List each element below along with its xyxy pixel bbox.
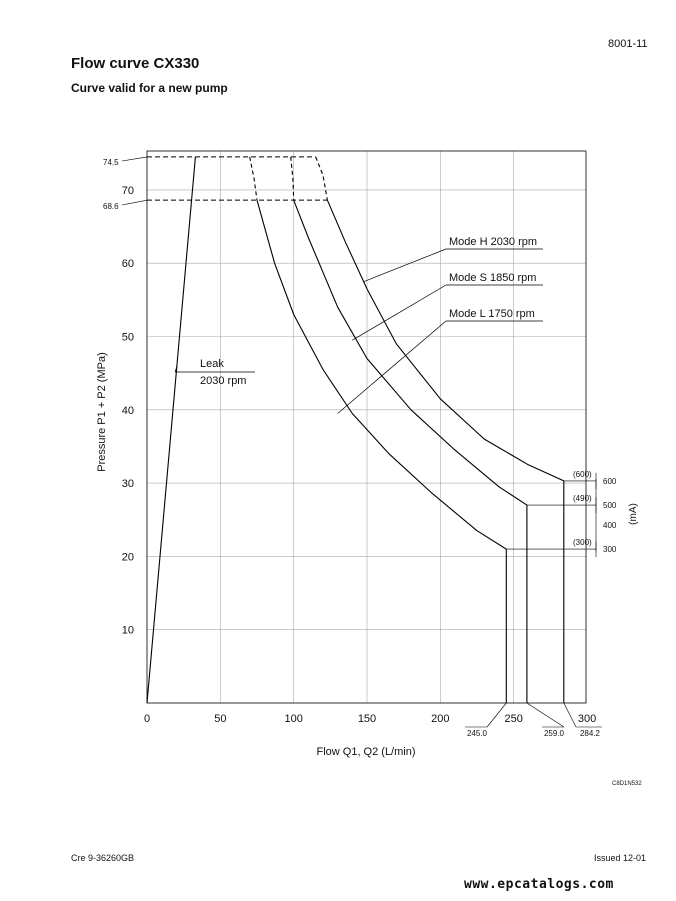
y-tick-label: 10: [122, 625, 134, 637]
y-tick-label: 50: [122, 332, 134, 344]
x-tick-label: 200: [431, 713, 449, 725]
flow-marker-label: 245.0: [467, 729, 488, 738]
current-marker-label: (600): [573, 470, 592, 479]
pressure-level-label: 74.5: [103, 158, 119, 167]
y-tick-label: 70: [122, 185, 134, 197]
series-label: Mode L 1750 rpm: [449, 308, 535, 320]
document-code: Cre 9-36260GB: [71, 853, 135, 863]
flow-marker-label: 284.2: [580, 729, 601, 738]
x-tick-label: 300: [578, 713, 596, 725]
flow-marker-label: 259.0: [544, 729, 565, 738]
series-dashed-extension: [315, 156, 328, 201]
y-tick-label: 60: [122, 258, 134, 270]
plot-frame: [146, 150, 587, 704]
series-label-leader: [337, 320, 447, 414]
series-label: 2030 rpm: [200, 375, 246, 387]
y-tick-label: 30: [122, 478, 134, 490]
current-marker-label: (300): [573, 538, 592, 547]
series-line-2: [326, 199, 565, 703]
current-scale-label: 300: [603, 545, 617, 554]
current-scale-label: 500: [603, 501, 617, 510]
figure-code: C8D1N532: [612, 781, 642, 787]
series-label-leader: [363, 248, 447, 282]
right-axis-label: (mA): [628, 503, 639, 525]
current-marker-label: (490): [573, 494, 592, 503]
series-label-leader: [174, 365, 178, 373]
x-tick-label: 50: [214, 713, 226, 725]
x-tick-label: 150: [358, 713, 376, 725]
series-label: Leak: [200, 358, 224, 370]
page-number: 8001-11: [608, 38, 648, 50]
series-dashed-extension: [290, 156, 295, 201]
pressure-level-label: 68.6: [103, 202, 119, 211]
current-scale-label: 600: [603, 477, 617, 486]
x-tick-label: 250: [504, 713, 522, 725]
y-axis-label: Pressure P1 + P2 (MPa): [96, 352, 108, 472]
page-subtitle: Curve valid for a new pump: [71, 81, 228, 95]
flow-marker-leader: [563, 702, 577, 728]
issue-date: Issued 12-01: [594, 853, 647, 863]
y-tick-label: 20: [122, 551, 134, 563]
series-line-1: [146, 156, 196, 704]
series-label: Mode S 1850 rpm: [449, 272, 536, 284]
x-tick-label: 0: [144, 713, 150, 725]
series-dashed-extension: [249, 156, 258, 201]
pressure-level-leader: [121, 156, 148, 162]
series-line-3: [293, 199, 528, 703]
pressure-level-leader: [121, 199, 148, 206]
x-tick-label: 100: [284, 713, 302, 725]
page-title: Flow curve CX330: [71, 55, 200, 72]
flow-marker-leader: [486, 702, 507, 728]
flow-marker-leader: [526, 702, 565, 728]
series-line-4: [256, 200, 507, 703]
series-label-leader: [352, 284, 447, 341]
current-scale-label: 400: [603, 521, 617, 530]
x-axis-label: Flow Q1, Q2 (L/min): [316, 746, 415, 758]
y-tick-label: 40: [122, 405, 134, 417]
watermark: www.epcatalogs.com: [464, 877, 614, 892]
series-label: Mode H 2030 rpm: [449, 236, 537, 248]
